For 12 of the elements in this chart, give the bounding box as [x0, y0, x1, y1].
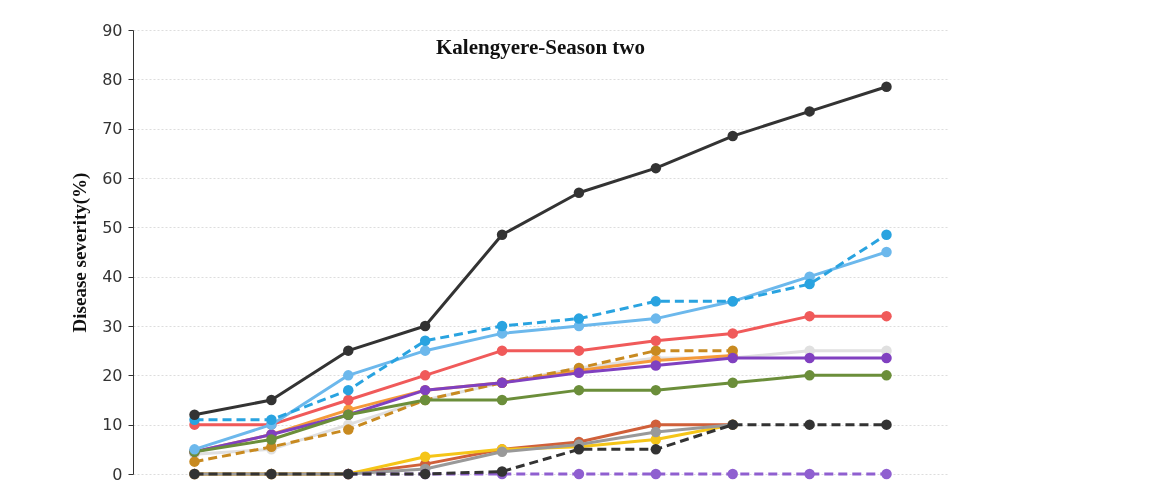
- y-tick-label: 0: [112, 464, 123, 484]
- y-tick-label: 60: [102, 168, 123, 188]
- y-axis-title: Disease severity(%): [69, 172, 92, 333]
- chart-title: Kalengyere-Season two: [435, 35, 646, 59]
- y-tick-label: 50: [102, 217, 123, 237]
- y-tick-label: 90: [102, 20, 123, 40]
- y-tick-label: 30: [102, 316, 123, 336]
- y-tick-label: 80: [102, 69, 123, 89]
- y-tick-label: 10: [102, 415, 123, 435]
- y-tick-label: 40: [102, 267, 123, 287]
- y-tick-label: 20: [102, 365, 123, 385]
- y-tick-label: 70: [102, 119, 123, 139]
